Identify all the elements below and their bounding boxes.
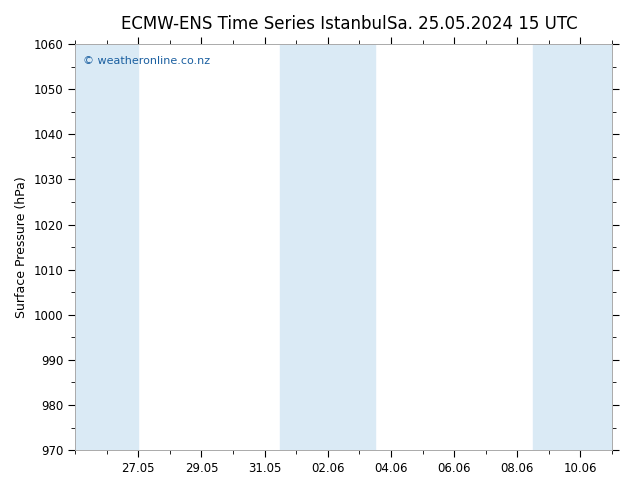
- Y-axis label: Surface Pressure (hPa): Surface Pressure (hPa): [15, 176, 28, 318]
- Bar: [280, 44, 375, 450]
- Bar: [533, 44, 612, 450]
- Text: © weatheronline.co.nz: © weatheronline.co.nz: [83, 56, 210, 66]
- Text: ECMW-ENS Time Series Istanbul: ECMW-ENS Time Series Istanbul: [121, 15, 386, 33]
- Bar: [75, 44, 138, 450]
- Text: Sa. 25.05.2024 15 UTC: Sa. 25.05.2024 15 UTC: [387, 15, 577, 33]
